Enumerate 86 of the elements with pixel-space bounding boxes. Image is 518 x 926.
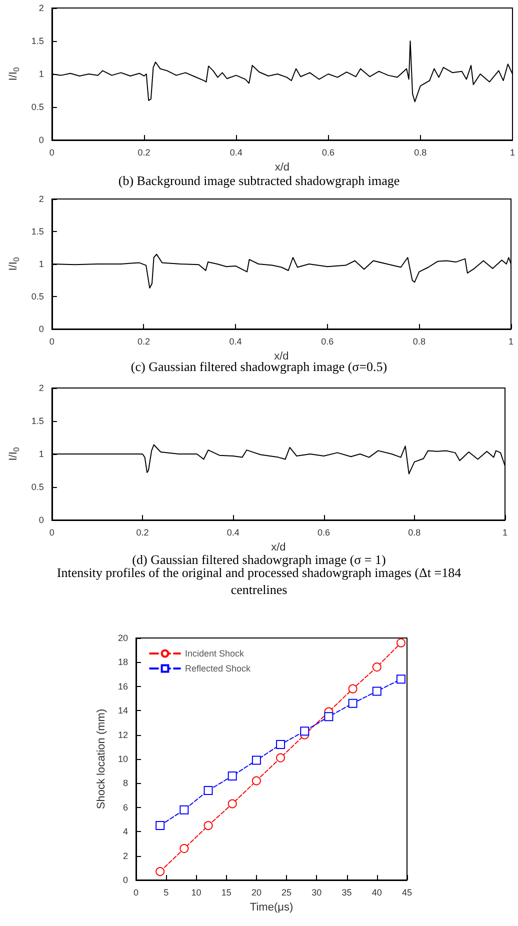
y-tick-label: 0 [38,324,44,334]
point [348,684,358,694]
y-tick-label: 0 [38,135,44,145]
y-tick-label: 2 [38,194,44,204]
x-tick-label: 5 [164,888,169,898]
x-tick-label: 45 [402,888,412,898]
x-tick-label: 0.2 [136,528,149,538]
y-axis-title: Shock location (mm) [96,708,108,810]
x-tick-label: 0 [133,888,139,898]
text: centrelines [230,582,288,597]
y-tick-label: 1.5 [31,36,44,46]
x-axis-title: x/d [271,541,286,554]
y-axis-title: I/I0 [8,66,21,81]
point [228,771,237,780]
point [180,844,189,854]
point [396,638,406,648]
point [276,753,286,762]
point [156,867,165,876]
x-tick-label: 35 [342,888,352,898]
legend-label: Incident Shock [185,648,245,658]
y-tick-label: 1 [38,69,44,79]
x-tick-label: 10 [191,888,202,898]
x-tick-label: 0.8 [412,336,426,346]
y-axis-title: I/I0 [8,446,21,461]
point [156,821,165,830]
x-tick-label: 0.6 [321,336,334,346]
y-tick-label: 12 [118,730,128,740]
x-tick-label: 15 [221,888,232,898]
x-tick-label: 1 [510,148,516,158]
x-axis-title: x/d [274,161,290,174]
x-tick-label: 0 [49,336,54,346]
x-tick-label: 0 [49,528,54,538]
point [252,756,261,765]
point [180,805,189,814]
y-tick-label: 0.5 [31,102,44,112]
x-axis-title: Time(μs) [250,901,294,914]
y-tick-label: 2 [122,850,128,861]
y-tick-label: 20 [118,633,128,643]
y-tick-label: 16 [118,681,128,692]
x-tick-label: 25 [282,888,292,898]
point [348,698,358,708]
y-tick-label: 0.5 [31,482,44,492]
y-tick-label: 1.5 [31,226,44,236]
point [276,740,286,749]
y-tick-label: 10 [118,754,128,764]
legend-label: Reflected Shock [185,664,252,674]
y-tick-label: 0 [38,515,44,525]
x-tick-label: 1 [502,528,508,538]
point [300,726,310,736]
y-tick-label: 14 [118,706,128,716]
x-tick-label: 0 [49,148,54,158]
x-tick-label: 40 [372,888,382,898]
point [204,821,213,830]
y-axis-title: I/I0 [8,256,21,271]
point [396,674,406,684]
y-tick-label: 1 [38,259,44,269]
y-tick-label: 6 [122,802,128,812]
y-tick-label: 2 [38,3,44,13]
point [372,662,382,672]
y-tick-label: 1.5 [31,416,44,426]
x-tick-label: 0.8 [414,148,427,158]
point [324,712,334,722]
text: (b) Background image subtracted shadowgraph image [118,173,400,188]
y-tick-label: 2 [38,383,44,393]
x-tick-label: 20 [251,888,262,898]
y-tick-label: 1 [38,449,44,459]
x-tick-label: 1 [508,336,514,346]
x-tick-label: 0.4 [230,148,242,158]
y-tick-label: 4 [122,826,128,837]
y-tick-label: 8 [122,778,128,788]
x-tick-label: 0.4 [226,528,240,538]
x-tick-label: 0.6 [322,148,335,158]
point [252,776,261,786]
point [372,686,382,696]
y-tick-label: 18 [118,657,128,668]
x-tick-label: 0.4 [229,336,242,346]
x-tick-label: 0.2 [138,148,150,158]
y-tick-label: 0.5 [31,292,44,302]
y-tick-label: 0 [122,875,128,885]
point [228,799,237,808]
x-tick-label: 30 [312,888,322,898]
x-tick-label: 0.2 [137,336,150,346]
x-tick-label: 0.8 [408,528,421,538]
point [204,786,213,795]
text: (d) Gaussian filtered shadowgraph image (σ = 1) [132,552,386,567]
x-tick-label: 0.6 [318,528,330,538]
